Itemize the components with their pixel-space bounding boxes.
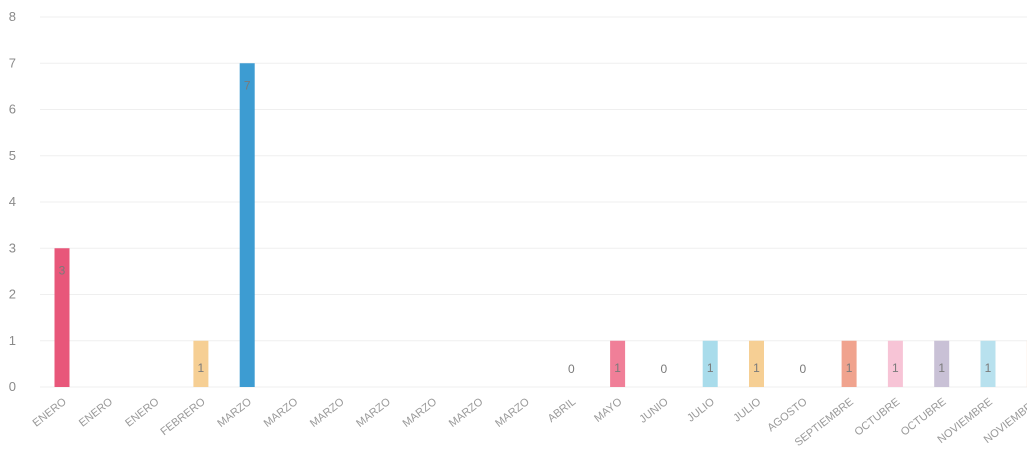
bar xyxy=(610,340,626,387)
y-tick-label: 5 xyxy=(9,148,16,163)
bars xyxy=(54,63,1027,387)
bar xyxy=(54,248,70,387)
x-tick-label: ENERO xyxy=(123,396,162,430)
data-label: 0 xyxy=(661,362,668,376)
y-tick-label: 4 xyxy=(9,194,16,209)
data-label: 1 xyxy=(985,361,992,375)
data-label: 1 xyxy=(198,361,205,375)
data-label: 1 xyxy=(753,361,760,375)
bar xyxy=(980,340,996,387)
x-tick-label: MAYO xyxy=(592,396,625,425)
y-axis-ticks: 0 1 2 3 4 5 6 7 8 xyxy=(9,9,16,394)
x-tick-label: MARZO xyxy=(215,396,254,430)
x-tick-label: ABRIL xyxy=(546,396,578,425)
bar xyxy=(193,340,209,387)
bar xyxy=(239,63,255,387)
x-tick-label: MARZO xyxy=(308,396,347,430)
y-tick-label: 7 xyxy=(9,55,16,70)
data-label: 1 xyxy=(938,361,945,375)
bar xyxy=(841,340,857,387)
bar xyxy=(887,340,903,387)
x-tick-label: FEBRERO xyxy=(158,396,208,438)
y-tick-label: 1 xyxy=(9,333,16,348)
x-tick-label: JULIO xyxy=(685,396,717,425)
data-label: 1 xyxy=(707,361,714,375)
bar xyxy=(934,340,950,387)
y-tick-label: 2 xyxy=(9,287,16,302)
x-tick-label: MARZO xyxy=(262,396,301,430)
y-tick-label: 6 xyxy=(9,102,16,117)
gridlines xyxy=(40,16,1027,388)
x-tick-label: JUNIO xyxy=(637,396,671,426)
y-tick-label: 0 xyxy=(9,379,16,394)
x-tick-label: MARZO xyxy=(447,396,486,430)
data-label: 0 xyxy=(568,362,575,376)
x-tick-label: ENERO xyxy=(77,396,116,430)
x-tick-label: MARZO xyxy=(401,396,440,430)
data-label: 1 xyxy=(614,361,621,375)
data-label: 3 xyxy=(59,263,66,277)
bar xyxy=(749,340,764,387)
x-tick-label: OCTUBRE xyxy=(852,396,902,439)
x-tick-label: MARZO xyxy=(354,396,393,430)
x-tick-label: AGOSTO xyxy=(765,396,810,435)
x-tick-label: JULIO xyxy=(731,396,763,425)
data-label: 0 xyxy=(799,362,806,376)
data-labels: 31701011011111 xyxy=(59,78,992,376)
data-label: 7 xyxy=(244,78,251,92)
data-label: 1 xyxy=(892,361,899,375)
y-tick-label: 3 xyxy=(9,240,16,255)
data-label: 1 xyxy=(846,361,853,375)
bar xyxy=(702,340,718,387)
x-tick-label: ENERO xyxy=(31,396,70,430)
y-tick-label: 8 xyxy=(9,9,16,24)
x-tick-label: MARZO xyxy=(493,396,532,430)
